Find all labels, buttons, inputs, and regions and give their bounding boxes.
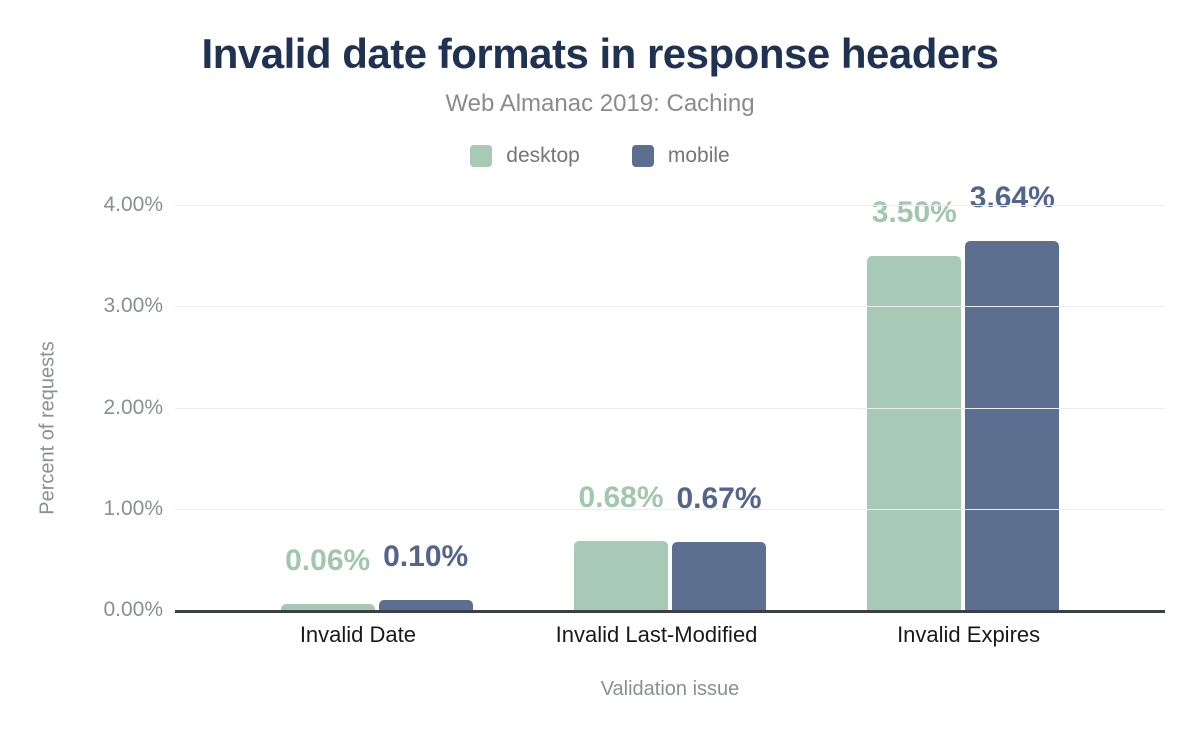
bar-mobile-2: 0.67% <box>671 482 766 610</box>
legend: desktop mobile <box>0 144 1200 168</box>
gridline-1.00% <box>175 508 1165 510</box>
y-tick-label: 4.00% <box>103 193 163 216</box>
x-category-label: Invalid Last-Modified <box>555 622 758 647</box>
bar-desktop-1: 0.06% <box>280 544 375 610</box>
legend-swatch-desktop <box>470 145 493 167</box>
y-tick-label: 2.00% <box>103 395 163 419</box>
bar-group-invalid-expires: 3.50% 3.64% <box>867 181 1060 610</box>
plot-area: 0.06% 0.10% 0.68% 0.67% 3.50% 3.64% 4.00% 3.00… <box>103 181 1165 621</box>
chart-title: Invalid date formats in response headers <box>201 30 999 77</box>
y-tick-label: 3.00% <box>103 294 163 318</box>
gridline-4.00% <box>175 205 1165 206</box>
bar-value-label-desktop-3: 3.50% <box>871 195 957 229</box>
legend-label-desktop: desktop <box>506 144 580 167</box>
bar-value-label-mobile-1: 0.10% <box>383 539 469 573</box>
x-category-label: Invalid Date <box>299 622 416 647</box>
chart-subtitle: Web Almanac 2019: Caching <box>445 90 755 117</box>
x-axis-tick-labels: Invalid Date Invalid Last-Modified Invalid… <box>175 622 1165 648</box>
legend-swatch-mobile <box>631 145 654 167</box>
y-axis-title: Percent of requests <box>36 341 59 515</box>
y-tick-label: 0.00% <box>103 598 163 621</box>
y-tick-label: 1.00% <box>103 496 163 520</box>
bar-value-label-mobile-3: 3.64% <box>969 181 1055 215</box>
bar-desktop-2: 0.68% <box>573 481 668 610</box>
legend-item-desktop: desktop <box>470 144 580 168</box>
legend-item-mobile: mobile <box>631 144 730 168</box>
bar-group-invalid-last-modified: 0.68% 0.67% <box>573 481 766 610</box>
bar-value-label-desktop-1: 0.06% <box>285 543 371 577</box>
bar-mobile-3: 3.64% <box>965 181 1060 610</box>
bar-value-label-mobile-2: 0.67% <box>676 482 762 516</box>
gridline-3.00% <box>175 306 1165 308</box>
bar-desktop-3: 3.50% <box>867 196 962 610</box>
gridline-2.00% <box>175 407 1165 409</box>
legend-label-mobile: mobile <box>667 144 730 167</box>
x-category-label: Invalid Expires <box>897 622 1041 647</box>
bar-mobile-1: 0.10% <box>378 540 473 610</box>
bar-group-invalid-date: 0.06% 0.10% <box>280 540 473 610</box>
bar-series-container: 0.06% 0.10% 0.68% 0.67% 3.50% 3.64% <box>175 181 1165 610</box>
x-axis-title: Validation issue <box>600 678 740 700</box>
bar-value-label-desktop-2: 0.68% <box>578 481 664 515</box>
